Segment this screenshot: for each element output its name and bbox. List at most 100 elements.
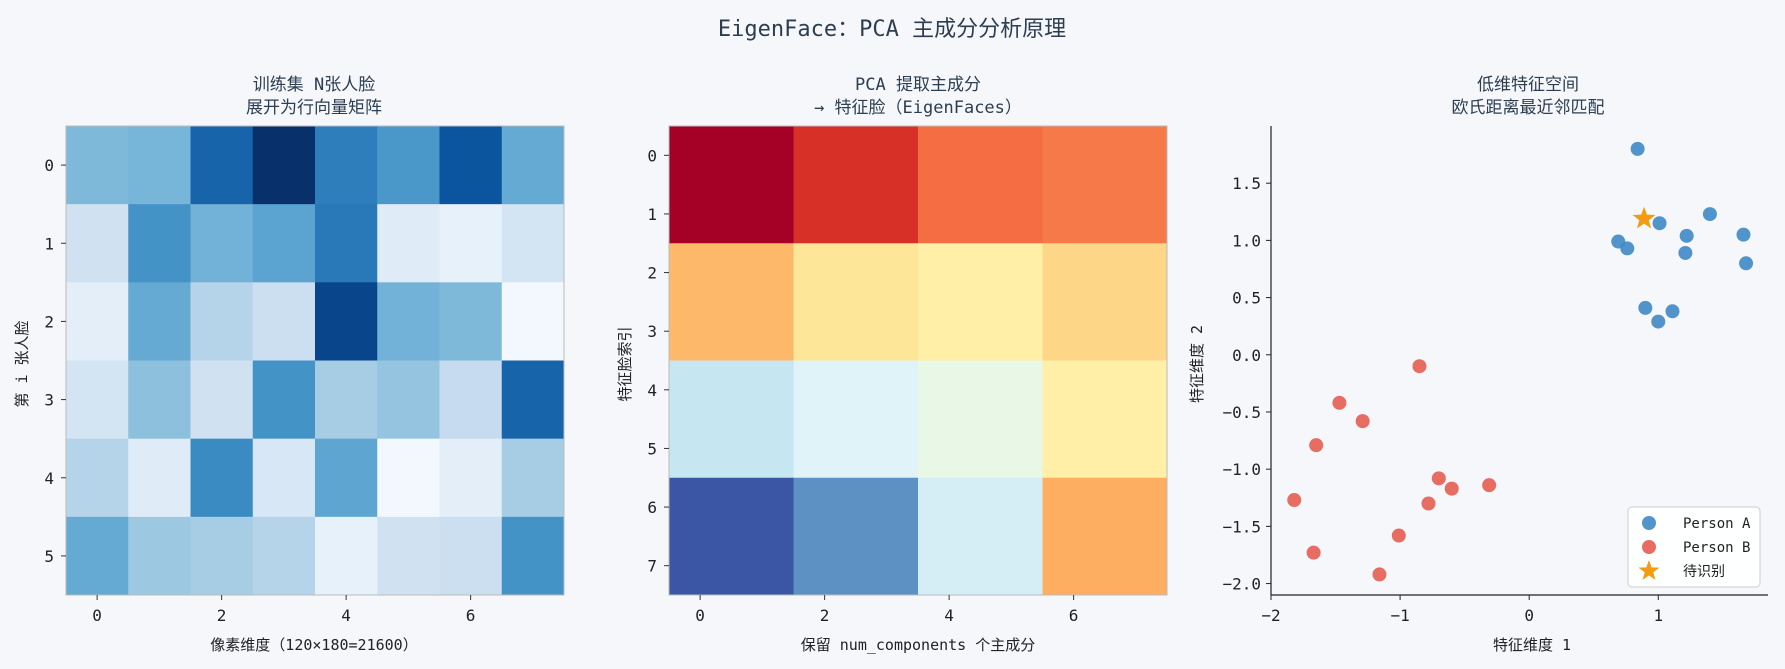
heatmap1-cell [315,438,378,518]
heatmap1-ytick-label: 3 [44,391,54,410]
heatmap1-cell [128,204,191,283]
scatter-point [1306,545,1321,560]
heatmap1-cell [252,516,316,596]
scatter-point [1652,216,1667,231]
scatter-ytick-label: 0.5 [1232,289,1261,308]
heatmap1-cell [128,282,191,361]
panel1-title-line2: 展开为行向量矩阵 [246,98,382,118]
panel1-xlabel: 像素维度（120×180=21600） [210,636,417,654]
panel1-heatmap [65,125,565,596]
panel3-xlabel: 特征维度 1 [1493,636,1571,654]
legend-box [1627,506,1761,588]
heatmap2-cell [669,360,794,479]
scatter-point [1332,395,1347,410]
panel2-xlabel: 保留 num_components 个主成分 [801,636,1036,654]
figure-title: EigenFace：PCA 主成分分析原理 [718,17,1066,42]
heatmap1-cell [66,516,129,596]
heatmap1-cell [190,516,254,596]
scatter-point [1444,481,1459,496]
scatter-point [1287,493,1302,508]
heatmap1-cell [315,282,378,361]
heatmap1-cell [66,204,129,283]
scatter-point-query [1632,206,1656,229]
legend-marker [1642,516,1656,530]
heatmap2-cell [918,477,1043,596]
heatmap1-ytick-label: 2 [44,312,54,331]
heatmap1-cell [377,126,440,205]
legend-marker [1642,540,1656,554]
panel3-legend: Person A Person B 待识别 [1627,506,1761,588]
heatmap1-cell [128,360,191,440]
heatmap2-xtick-label: 2 [820,606,830,625]
heatmap1-cell [252,126,316,205]
panel-feature-space: 低维特征空间 欧氏距离最近邻匹配 −2 −1 0 11.51.00.50.0−0.5−… [1188,75,1768,654]
heatmap1-cell [315,516,378,596]
heatmap2-cell [793,243,919,361]
panel-training-faces: 训练集 N张人脸 展开为行向量矩阵 0 2 4 6 0 1 2 3 4 5 像素维度（120×18… [13,75,565,654]
heatmap2-xtick-label: 4 [944,606,954,625]
scatter-point [1651,314,1666,329]
panel2-ticks: 0 2 4 6 0 1 2 3 4 5 6 7 [647,146,1078,625]
panel1-ylabel: 第 i 张人脸 [13,320,31,407]
heatmap1-xtick-label: 2 [217,606,227,625]
panel1-title-line1: 训练集 N张人脸 [253,75,375,95]
panel2-ylabel: 特征脸索引 [616,326,634,401]
heatmap1-cell [190,126,254,205]
heatmap1-cell [66,126,129,205]
heatmap2-cell [918,360,1043,479]
heatmap1-cell [128,438,191,518]
heatmap1-cell [439,126,503,205]
heatmap2-ytick-label: 4 [647,381,657,400]
scatter-point [1391,528,1406,543]
heatmap1-cell [252,282,316,361]
scatter-ytick-label: −2.0 [1222,575,1261,594]
heatmap1-ytick-label: 5 [44,547,54,566]
heatmap2-frame [668,125,1168,596]
heatmap1-ytick-label: 0 [44,156,54,175]
scatter-point [1736,227,1751,242]
panel3-ylabel: 特征维度 2 [1188,325,1206,403]
heatmap2-cell [669,126,794,244]
scatter-point [1431,471,1446,486]
legend-marker-query [1638,560,1660,580]
heatmap1-cell [501,126,565,205]
scatter-xtick-label: 0 [1524,606,1534,625]
scatter-point [1630,141,1645,156]
heatmap2-xtick-label: 6 [1069,606,1079,625]
heatmap1-cell [439,204,503,283]
panel2-heatmap [668,125,1168,596]
heatmap1-cell [190,438,254,518]
panel2-title-line2: → 特征脸（EigenFaces） [814,98,1022,118]
heatmap1-cell [501,360,565,440]
heatmap2-cell [1042,360,1168,479]
heatmap2-cell [918,243,1043,361]
panel3-points [1287,141,1754,582]
heatmap2-cell [1042,243,1168,361]
panel3-title-line1: 低维特征空间 [1477,75,1579,95]
heatmap1-cell [377,204,440,283]
heatmap1-cell [315,204,378,283]
heatmap2-ytick-label: 5 [647,439,657,458]
heatmap1-cell [190,360,254,440]
heatmap1-cell [439,360,503,440]
heatmap1-cell [190,204,254,283]
heatmap2-cell [1042,477,1168,596]
scatter-ytick-label: 1.0 [1232,231,1261,250]
heatmap1-cell [377,438,440,518]
scatter-point [1412,359,1427,374]
scatter-ytick-label: 1.5 [1232,174,1261,193]
panel2-title-line1: PCA 提取主成分 [855,75,981,95]
heatmap2-ytick-label: 2 [647,264,657,283]
heatmap2-cell [669,243,794,361]
scatter-ytick-label: −1.0 [1222,460,1261,479]
scatter-point [1309,438,1324,453]
heatmap1-xtick-label: 0 [92,606,102,625]
legend-label: Person A [1683,516,1751,532]
scatter-point [1679,228,1694,243]
panel-eigenfaces: PCA 提取主成分 → 特征脸（EigenFaces） 0 2 4 6 0 1 2 3 4 5 6 7… [616,75,1168,654]
heatmap1-ytick-label: 1 [44,234,54,253]
scatter-point [1482,478,1497,493]
heatmap1-cell [66,438,129,518]
heatmap2-ytick-label: 7 [647,557,657,576]
legend-label: Person B [1683,540,1750,556]
